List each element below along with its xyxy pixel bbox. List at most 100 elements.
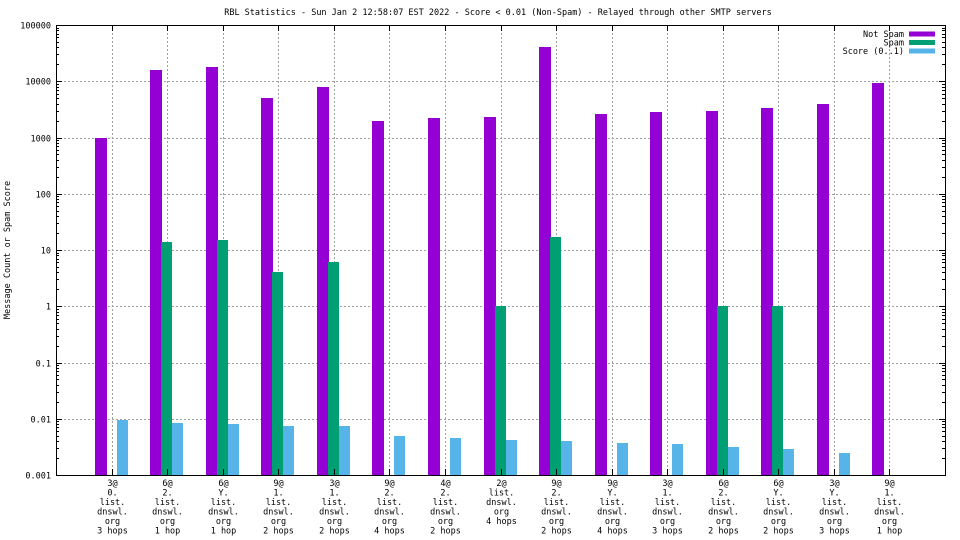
x-tick-label: 6@ Y. list. dnswl. org 1 hop (208, 479, 239, 537)
x-tick-label-line: dnswl. (597, 508, 628, 518)
x-tick-label-line: list. (655, 498, 681, 508)
x-tick-label-line: 1. (662, 489, 672, 499)
x-tick-label-line: dnswl. (874, 508, 905, 518)
x-tick-label-line: org (494, 508, 509, 518)
y-axis: 0.001 0.01 0.1 1 10 100 1000 10000 100000 (20, 22, 945, 482)
x-tick-label-line: 3@ (662, 479, 672, 489)
x-tick-label-line: dnswl. (819, 508, 850, 518)
x-tick-label-line: 2 hops (319, 527, 350, 537)
x-tick-label-line: 3@ (107, 479, 117, 489)
bar-spam (161, 242, 172, 475)
y-tick-label: 10000 (25, 78, 51, 88)
legend-label: Spam (884, 39, 904, 49)
bar-score-0-1 (783, 449, 794, 475)
bar-score-0-1 (561, 441, 572, 475)
x-tick-label-line: Y. (773, 489, 783, 499)
bar-not-spam (650, 112, 662, 475)
bar-not-spam (761, 108, 773, 475)
bar-score-0-1 (339, 426, 350, 475)
x-tick-label-line: org (827, 517, 842, 527)
x-tick-label-line: Y. (218, 489, 228, 499)
x-tick-label-line: list. (544, 498, 570, 508)
x-tick-label-line: list. (211, 498, 237, 508)
bar-not-spam (150, 70, 162, 475)
x-tick-label-line: org (549, 517, 564, 527)
x-tick-label-line: org (882, 517, 897, 527)
bar-not-spam (539, 47, 551, 475)
x-tick-label-line: list. (600, 498, 626, 508)
x-tick-label: 3@ 1. list. dnswl. org 3 hops (652, 479, 683, 537)
y-tick-label: 0.001 (25, 472, 51, 482)
x-tick-label-line: dnswl. (541, 508, 572, 518)
x-tick-label-line: 2 hops (430, 527, 461, 537)
y-tick-label: 0.1 (36, 360, 51, 370)
x-tick-label-line: dnswl. (319, 508, 350, 518)
x-tick-label-line: org (660, 517, 675, 527)
bar-spam (772, 306, 783, 475)
x-tick-label-line: org (605, 517, 620, 527)
bar-not-spam (317, 87, 329, 475)
bar-score-0-1 (617, 443, 628, 475)
x-tick-label: 2@ list. dnswl. org 4 hops (486, 479, 517, 527)
x-tick-label: 9@ 2. list. dnswl. org 2 hops (541, 479, 572, 537)
x-tick-label: 9@ 1. list. dnswl. org 2 hops (263, 479, 294, 537)
x-tick-label-line: dnswl. (97, 508, 128, 518)
legend-label: Score (0..1) (843, 47, 904, 57)
x-tick-label-line: list. (377, 498, 403, 508)
x-tick-label-line: 9@ (607, 479, 617, 489)
y-tick-label: 100000 (20, 22, 51, 32)
x-tick-label: 9@ Y. list. dnswl. org 4 hops (597, 479, 628, 537)
x-tick-label-line: 2. (384, 489, 394, 499)
x-tick-label-line: 4 hops (597, 527, 628, 537)
y-tick-label: 1 (46, 303, 51, 313)
bar-not-spam (95, 138, 107, 475)
x-tick-label-line: 9@ (884, 479, 894, 489)
bar-score-0-1 (228, 424, 239, 475)
bar-score-0-1 (172, 423, 183, 475)
x-tick-label: 6@ 2. list. dnswl. org 1 hop (152, 479, 183, 537)
bar-not-spam (706, 111, 718, 475)
bar-score-0-1 (450, 438, 461, 475)
x-tick-label-line: list. (266, 498, 292, 508)
bar-spam (328, 262, 339, 475)
chart-title: RBL Statistics - Sun Jan 2 12:58:07 EST … (224, 8, 772, 18)
x-tick-label-line: 1 hop (211, 527, 237, 537)
x-tick-label: 9@ 1. list. dnswl. org 1 hop (874, 479, 905, 537)
x-tick-label: 6@ 2. list. dnswl. org 2 hops (708, 479, 739, 537)
x-tick-label-line: 2 hops (763, 527, 794, 537)
x-tick-label-line: dnswl. (208, 508, 239, 518)
bar-not-spam (428, 118, 440, 475)
bar-not-spam (261, 98, 273, 475)
x-tick-label-line: 3 hops (97, 527, 128, 537)
x-tick-label-line: 9@ (551, 479, 561, 489)
x-tick-label: 4@ 2. list. dnswl. org 2 hops (430, 479, 461, 537)
x-tick-label-line: dnswl. (152, 508, 183, 518)
bar-score-0-1 (672, 444, 683, 475)
bar-score-0-1 (839, 453, 850, 475)
x-tick-label-line: 4 hops (374, 527, 405, 537)
legend-swatch (909, 31, 935, 37)
x-tick-label-line: dnswl. (763, 508, 794, 518)
x-tick-label-line: 6@ (162, 479, 172, 489)
x-tick-label-line: 9@ (384, 479, 394, 489)
x-tick-label-line: 3 hops (652, 527, 683, 537)
bar-not-spam (817, 104, 829, 475)
x-tick-label: 3@ 0. list. dnswl. org 3 hops (97, 479, 128, 537)
x-tick-label-line: Y. (607, 489, 617, 499)
x-tick-label-line: 4 hops (486, 517, 517, 527)
bar-not-spam (872, 83, 884, 475)
bar-score-0-1 (117, 420, 128, 475)
x-tick-label-line: org (105, 517, 120, 527)
x-tick-label-line: dnswl. (708, 508, 739, 518)
y-axis-label: Message Count or Spam Score (3, 181, 13, 319)
x-tick-label-line: 2@ (496, 479, 506, 489)
x-tick-label-line: 1. (273, 489, 283, 499)
bar-spam (550, 237, 561, 475)
legend-swatch (909, 40, 935, 45)
x-tick-label-line: org (160, 517, 175, 527)
x-tick-label-line: 2. (551, 489, 561, 499)
y-tick-label: 100 (36, 191, 51, 201)
bars (95, 47, 884, 475)
